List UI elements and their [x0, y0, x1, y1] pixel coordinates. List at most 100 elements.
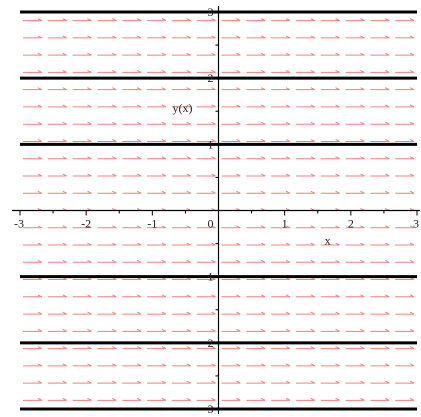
arrow-head	[62, 35, 67, 39]
direction-field-arrow	[147, 104, 167, 108]
arrow-head	[136, 363, 142, 367]
arrow-head	[310, 225, 316, 229]
arrow-head	[409, 121, 415, 125]
arrow-head	[236, 397, 241, 401]
direction-field-arrow	[47, 380, 67, 384]
arrow-head	[335, 242, 340, 246]
arrow-head	[37, 156, 43, 160]
arrow-head	[310, 87, 316, 91]
direction-field-arrow	[246, 294, 266, 298]
arrow-head	[87, 139, 92, 142]
arrow-head	[87, 346, 92, 350]
direction-field-arrow	[171, 294, 191, 298]
direction-field-arrow	[370, 139, 390, 142]
arrow-head	[385, 294, 390, 298]
direction-field-arrow	[271, 69, 291, 73]
arrow-head	[136, 397, 142, 401]
direction-field-arrow	[97, 87, 117, 91]
direction-field-arrow	[72, 328, 92, 332]
arrow-head	[385, 18, 390, 22]
arrow-head	[161, 190, 167, 194]
direction-field-arrow	[295, 35, 316, 39]
direction-field-arrow	[370, 225, 390, 229]
direction-field-arrow	[395, 18, 415, 22]
arrow-head	[37, 104, 43, 108]
arrow-head	[186, 156, 191, 160]
direction-field-arrow	[47, 52, 67, 56]
direction-field-arrow	[171, 18, 191, 22]
arrow-head	[87, 363, 92, 367]
arrow-head	[285, 380, 291, 384]
arrow-head	[211, 294, 216, 298]
arrow-head	[310, 156, 316, 160]
arrow-head	[260, 156, 266, 160]
direction-field-arrow	[147, 18, 167, 22]
arrow-head	[285, 346, 291, 350]
arrow-head	[385, 363, 390, 367]
arrow-head	[186, 139, 191, 142]
arrow-head	[161, 173, 167, 177]
arrow-head	[409, 190, 415, 194]
arrow-head	[285, 87, 291, 91]
direction-field-arrow	[147, 69, 167, 73]
direction-field-arrow	[122, 139, 142, 142]
direction-field-arrow	[271, 346, 291, 350]
direction-field-arrow	[72, 87, 92, 91]
direction-field-arrow	[122, 52, 142, 56]
arrow-head	[335, 156, 340, 160]
arrow-head	[161, 87, 167, 91]
direction-field-arrow	[246, 121, 266, 125]
direction-field-arrow	[221, 294, 241, 298]
arrow-head	[136, 52, 142, 56]
arrow-head	[285, 18, 291, 22]
arrow-head	[409, 139, 415, 142]
direction-field-arrow	[345, 328, 365, 332]
direction-field-arrow	[171, 190, 191, 194]
direction-field-arrow	[196, 346, 216, 350]
arrow-head	[360, 225, 365, 229]
arrow-head	[62, 87, 67, 91]
arrow-head	[409, 35, 415, 39]
direction-field-arrow	[271, 380, 291, 384]
arrow-head	[260, 294, 266, 298]
direction-field-arrow	[345, 294, 365, 298]
direction-field-arrow	[221, 363, 241, 367]
arrow-head	[186, 173, 191, 177]
arrow-head	[385, 87, 390, 91]
direction-field-arrow	[47, 397, 67, 401]
y-tick-label: 3	[208, 5, 214, 19]
direction-field-arrow	[246, 69, 266, 73]
direction-field-arrow	[171, 328, 191, 332]
direction-field-arrow	[295, 139, 316, 142]
direction-field-arrow	[196, 190, 216, 194]
direction-field-arrow	[221, 121, 241, 125]
direction-field-arrow	[221, 104, 241, 108]
arrow-head	[87, 259, 92, 263]
direction-field-arrow	[122, 121, 142, 125]
direction-field-arrow	[72, 242, 92, 246]
direction-field-arrow	[370, 311, 390, 315]
direction-field-arrow	[196, 173, 216, 177]
arrow-head	[112, 69, 117, 73]
direction-field-arrow	[221, 311, 241, 315]
direction-field-arrow	[395, 397, 415, 401]
arrow-head	[62, 104, 67, 108]
arrow-head	[360, 87, 365, 91]
direction-field-arrow	[47, 139, 67, 142]
direction-field-arrow	[122, 363, 142, 367]
direction-field-arrow	[47, 69, 67, 73]
direction-field-arrow	[345, 259, 365, 263]
arrow-head	[136, 242, 142, 246]
arrow-head	[335, 173, 340, 177]
direction-field-arrow	[370, 328, 390, 332]
direction-field-arrow	[345, 311, 365, 315]
arrow-head	[161, 363, 167, 367]
direction-field-arrow	[97, 156, 117, 160]
direction-field-arrow	[221, 18, 241, 22]
direction-field-arrow	[72, 225, 92, 229]
direction-field-arrow	[395, 139, 415, 142]
arrow-head	[285, 225, 291, 229]
arrow-head	[161, 346, 167, 350]
arrow-head	[236, 328, 241, 332]
direction-field-arrow	[72, 18, 92, 22]
